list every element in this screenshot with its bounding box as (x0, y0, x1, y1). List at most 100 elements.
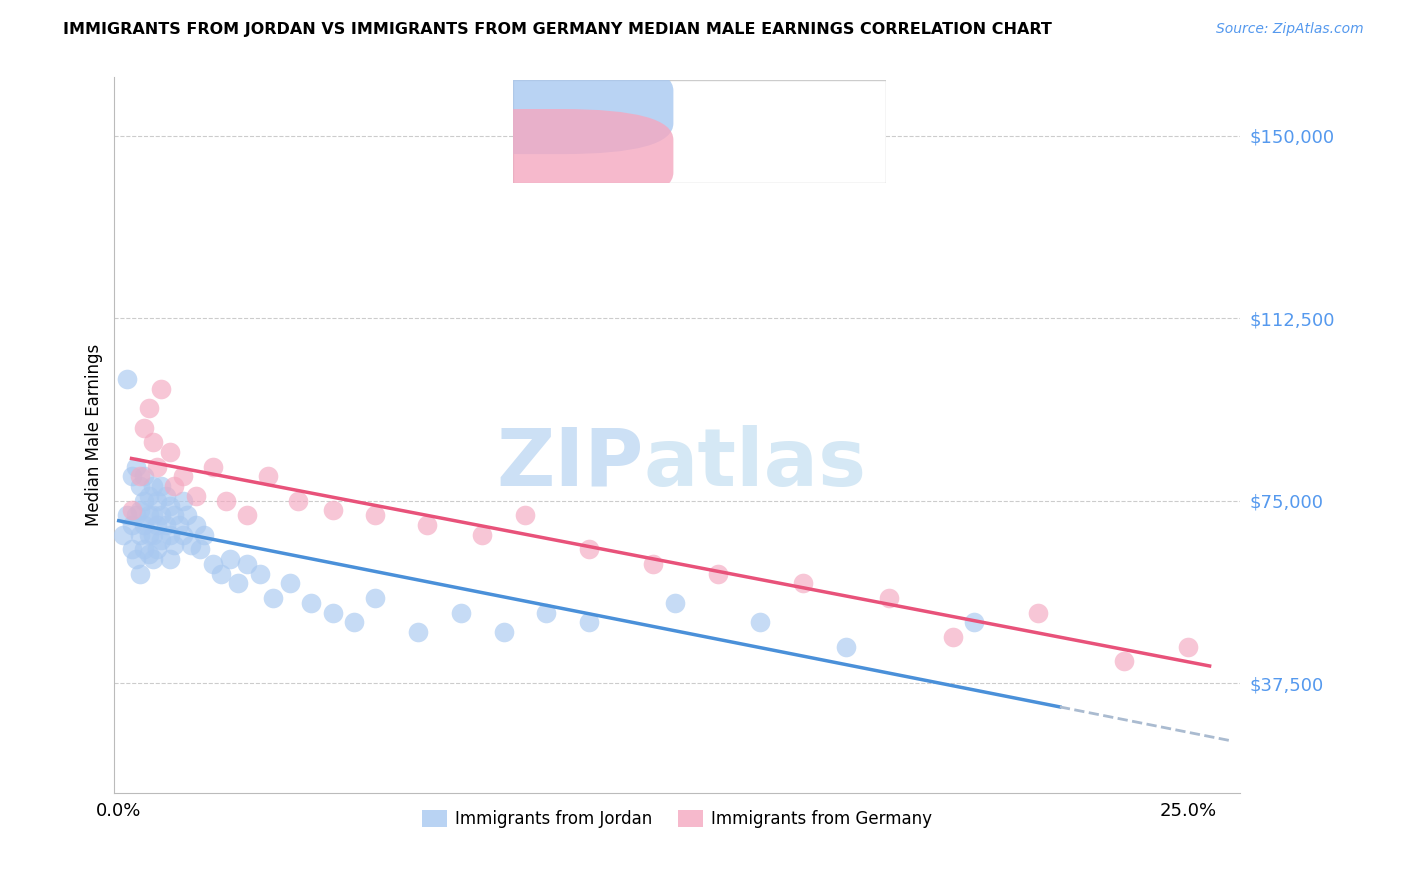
Text: N =: N = (744, 147, 776, 165)
Point (129, 503, 152, 517)
Point (163, 508, 186, 523)
Point (111, 528, 134, 542)
Point (150, 533, 173, 547)
Point (129, 566, 152, 581)
Point (125, 459, 148, 474)
Point (142, 508, 165, 523)
Point (536, 606, 558, 620)
Point (236, 557, 259, 571)
Text: 30: 30 (804, 147, 827, 165)
Point (201, 459, 224, 474)
Point (792, 576, 814, 591)
Point (138, 489, 160, 503)
Point (138, 401, 160, 416)
Point (364, 508, 387, 523)
Point (492, 625, 515, 640)
Point (142, 552, 165, 566)
Point (134, 469, 156, 483)
Text: 67: 67 (804, 98, 827, 116)
Point (706, 566, 728, 581)
Point (172, 528, 194, 542)
Point (471, 528, 494, 542)
Point (1177, 640, 1199, 654)
Point (142, 528, 165, 542)
Point (643, 557, 665, 571)
Y-axis label: Median Male Earnings: Median Male Earnings (86, 344, 103, 526)
Point (134, 421, 156, 435)
Point (138, 528, 160, 542)
Text: R =: R = (576, 147, 607, 165)
Point (150, 479, 173, 493)
Point (159, 552, 181, 566)
Point (749, 615, 772, 630)
Point (322, 606, 344, 620)
Point (176, 508, 198, 523)
Point (117, 372, 139, 386)
Point (188, 542, 211, 557)
Point (184, 518, 207, 533)
Point (214, 493, 236, 508)
Text: IMMIGRANTS FROM JORDAN VS IMMIGRANTS FROM GERMANY MEDIAN MALE EARNINGS CORRELATI: IMMIGRANTS FROM JORDAN VS IMMIGRANTS FRO… (63, 22, 1052, 37)
Point (406, 625, 429, 640)
Point (125, 552, 148, 566)
Point (159, 499, 181, 513)
Point (125, 508, 148, 523)
Point (163, 537, 186, 551)
Point (163, 479, 186, 493)
Point (450, 606, 472, 620)
Point (219, 552, 242, 566)
Point (134, 493, 156, 508)
Point (343, 615, 366, 630)
Point (150, 382, 173, 396)
Point (1112, 654, 1135, 668)
Point (155, 518, 177, 533)
Point (262, 591, 284, 605)
Point (150, 508, 173, 523)
Point (146, 518, 169, 533)
Point (1028, 606, 1050, 620)
Point (209, 566, 232, 581)
Point (146, 542, 169, 557)
Point (134, 518, 156, 533)
Point (415, 518, 437, 533)
Point (257, 469, 280, 483)
Text: -0.183: -0.183 (636, 98, 696, 116)
Point (249, 566, 271, 581)
Text: atlas: atlas (643, 425, 866, 503)
Text: N =: N = (744, 98, 776, 116)
FancyBboxPatch shape (513, 80, 886, 183)
Point (942, 630, 965, 644)
Point (184, 489, 207, 503)
Point (278, 576, 301, 591)
Point (138, 547, 160, 561)
Point (155, 489, 177, 503)
Point (159, 528, 181, 542)
Point (322, 503, 344, 517)
Point (578, 542, 600, 557)
Point (117, 508, 139, 523)
Point (121, 503, 143, 517)
Point (146, 493, 169, 508)
Point (172, 469, 194, 483)
Point (146, 459, 169, 474)
Legend: Immigrants from Jordan, Immigrants from Germany: Immigrants from Jordan, Immigrants from … (415, 803, 939, 834)
Point (201, 557, 224, 571)
Text: Source: ZipAtlas.com: Source: ZipAtlas.com (1216, 22, 1364, 37)
FancyBboxPatch shape (412, 109, 673, 203)
Point (193, 528, 215, 542)
Text: R =: R = (576, 98, 607, 116)
Point (129, 479, 152, 493)
FancyBboxPatch shape (412, 60, 673, 154)
Point (299, 596, 322, 610)
Point (963, 615, 986, 630)
Text: -0.560: -0.560 (636, 147, 696, 165)
Point (578, 615, 600, 630)
Point (121, 469, 143, 483)
Point (835, 640, 858, 654)
Point (129, 469, 152, 483)
Point (159, 445, 181, 459)
Text: ZIP: ZIP (496, 425, 643, 503)
Point (167, 518, 190, 533)
Point (142, 435, 165, 450)
Point (142, 479, 165, 493)
